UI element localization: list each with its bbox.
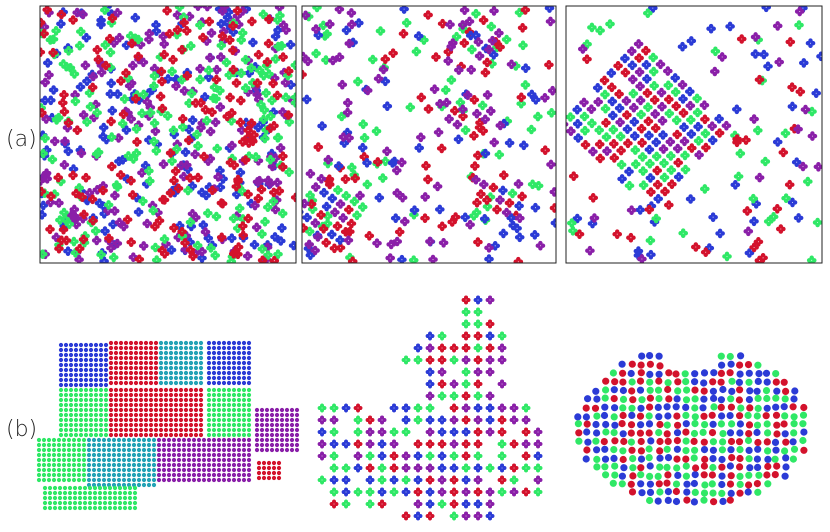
- particles: [86, 340, 204, 488]
- particles: [36, 387, 252, 511]
- panel-frame: [39, 5, 297, 264]
- particle-group: [302, 6, 556, 263]
- particles: [574, 352, 808, 506]
- particles: [40, 6, 296, 263]
- particles: [303, 6, 556, 263]
- panel-frame: [565, 5, 823, 264]
- particles: [40, 6, 296, 263]
- particles: [40, 6, 296, 263]
- particles: [317, 307, 543, 521]
- panel-label: (b): [6, 417, 37, 442]
- particles: [317, 295, 543, 521]
- particles: [575, 360, 808, 506]
- particles: [317, 295, 543, 521]
- particle-group: [40, 6, 296, 263]
- particles: [58, 340, 252, 388]
- particle-group: [574, 352, 808, 506]
- particles: [108, 340, 282, 481]
- panel-frame: [301, 5, 557, 264]
- panel-label: (a): [6, 127, 37, 152]
- particle-group: [317, 295, 543, 521]
- particles: [36, 6, 822, 521]
- particle-group: [566, 6, 822, 263]
- particles: [566, 8, 822, 263]
- particles: [156, 407, 300, 483]
- particle-group: [36, 340, 300, 511]
- particles: [574, 352, 808, 505]
